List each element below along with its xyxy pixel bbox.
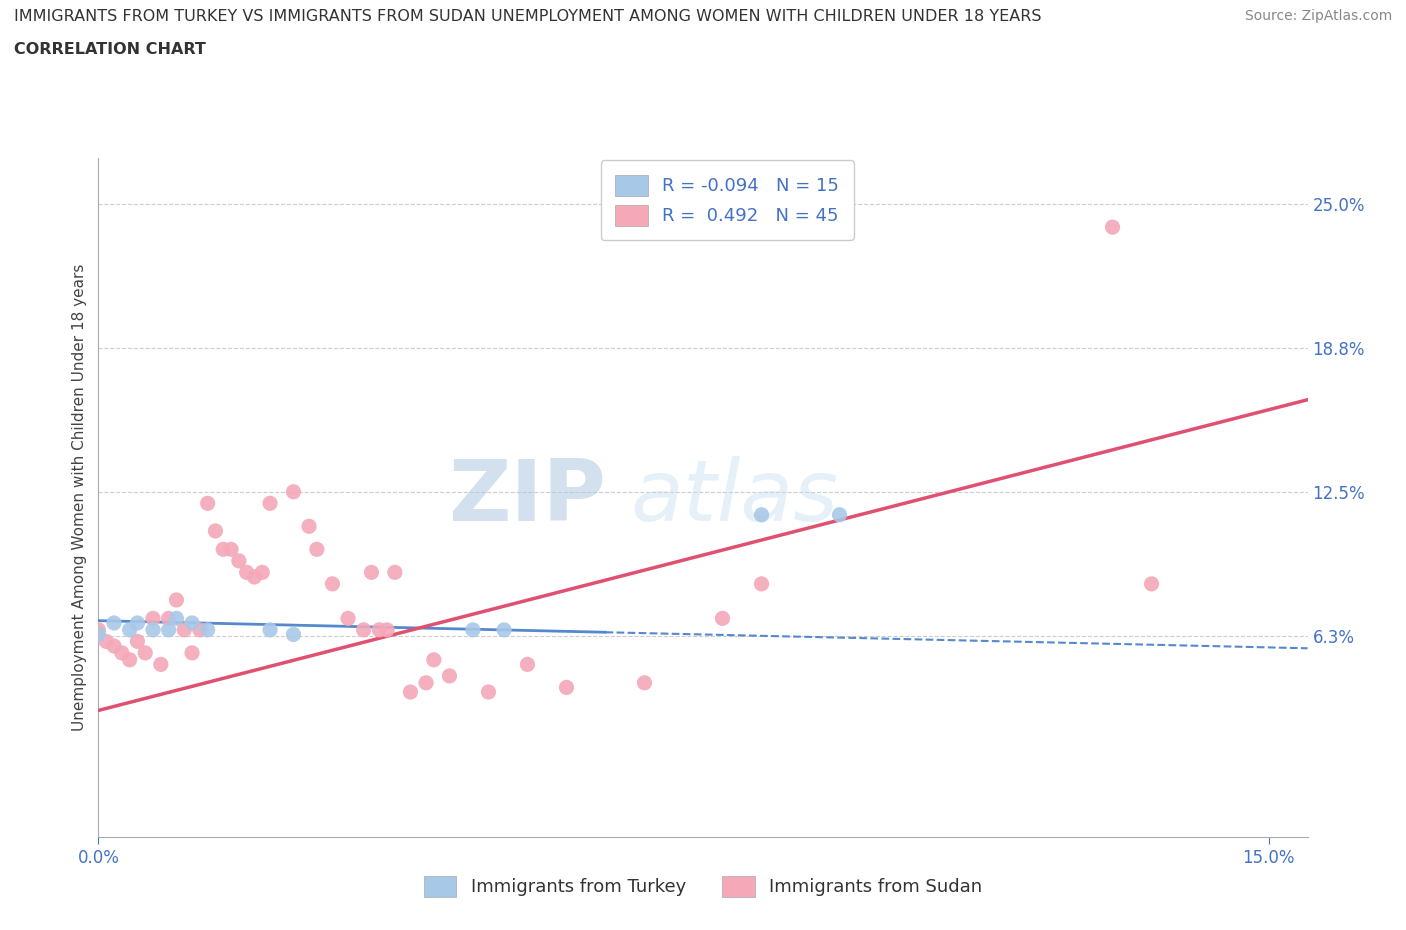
Point (259, 496, 281, 511)
Point (103, 639, 125, 654)
Point (173, 622, 195, 637)
Point (181, 616, 204, 631)
Point (461, 622, 484, 637)
Text: IMMIGRANTS FROM TURKEY VS IMMIGRANTS FROM SUDAN UNEMPLOYMENT AMONG WOMEN WITH CH: IMMIGRANTS FROM TURKEY VS IMMIGRANTS FRO… (14, 9, 1042, 24)
Point (197, 622, 219, 637)
Point (235, 565, 257, 579)
Point (711, 611, 734, 626)
Point (633, 675, 655, 690)
Point (283, 485, 305, 499)
Text: CORRELATION CHART: CORRELATION CHART (14, 42, 205, 57)
Point (87, 622, 110, 637)
Point (127, 634, 149, 649)
Point (516, 657, 538, 671)
Point (360, 565, 382, 579)
Point (368, 622, 391, 637)
Point (555, 680, 578, 695)
Point (134, 645, 156, 660)
Point (118, 622, 141, 637)
Point (165, 592, 187, 607)
Text: atlas: atlas (630, 456, 838, 539)
Point (375, 622, 398, 637)
Point (1101, 219, 1123, 234)
Point (165, 611, 187, 626)
Text: ZIP: ZIP (449, 456, 606, 539)
Point (353, 622, 375, 637)
Point (337, 611, 360, 626)
Point (439, 669, 461, 684)
Point (321, 577, 343, 591)
Point (305, 542, 328, 557)
Point (477, 684, 499, 699)
Point (494, 622, 516, 637)
Point (96, 634, 118, 649)
Point (384, 565, 406, 579)
Point (157, 622, 180, 637)
Point (103, 616, 125, 631)
Point (87, 627, 110, 642)
Point (149, 657, 172, 671)
Point (197, 496, 219, 511)
Legend: Immigrants from Turkey, Immigrants from Sudan: Immigrants from Turkey, Immigrants from … (411, 863, 995, 910)
Point (157, 611, 180, 626)
Point (751, 508, 773, 523)
Point (212, 542, 235, 557)
Point (399, 684, 422, 699)
Text: Source: ZipAtlas.com: Source: ZipAtlas.com (1244, 9, 1392, 23)
Point (142, 622, 165, 637)
Point (252, 565, 274, 579)
Point (142, 611, 165, 626)
Point (1140, 577, 1163, 591)
Point (188, 622, 211, 637)
Point (298, 519, 321, 534)
Point (118, 652, 141, 667)
Point (243, 569, 266, 584)
Point (181, 645, 204, 660)
Point (423, 652, 446, 667)
Point (751, 577, 773, 591)
Point (204, 524, 226, 538)
Point (828, 508, 851, 523)
Point (259, 622, 281, 637)
Point (415, 675, 437, 690)
Point (127, 616, 149, 631)
Point (219, 542, 242, 557)
Point (111, 645, 134, 660)
Point (283, 627, 305, 642)
Point (228, 553, 250, 568)
Y-axis label: Unemployment Among Women with Children Under 18 years: Unemployment Among Women with Children U… (72, 264, 87, 731)
